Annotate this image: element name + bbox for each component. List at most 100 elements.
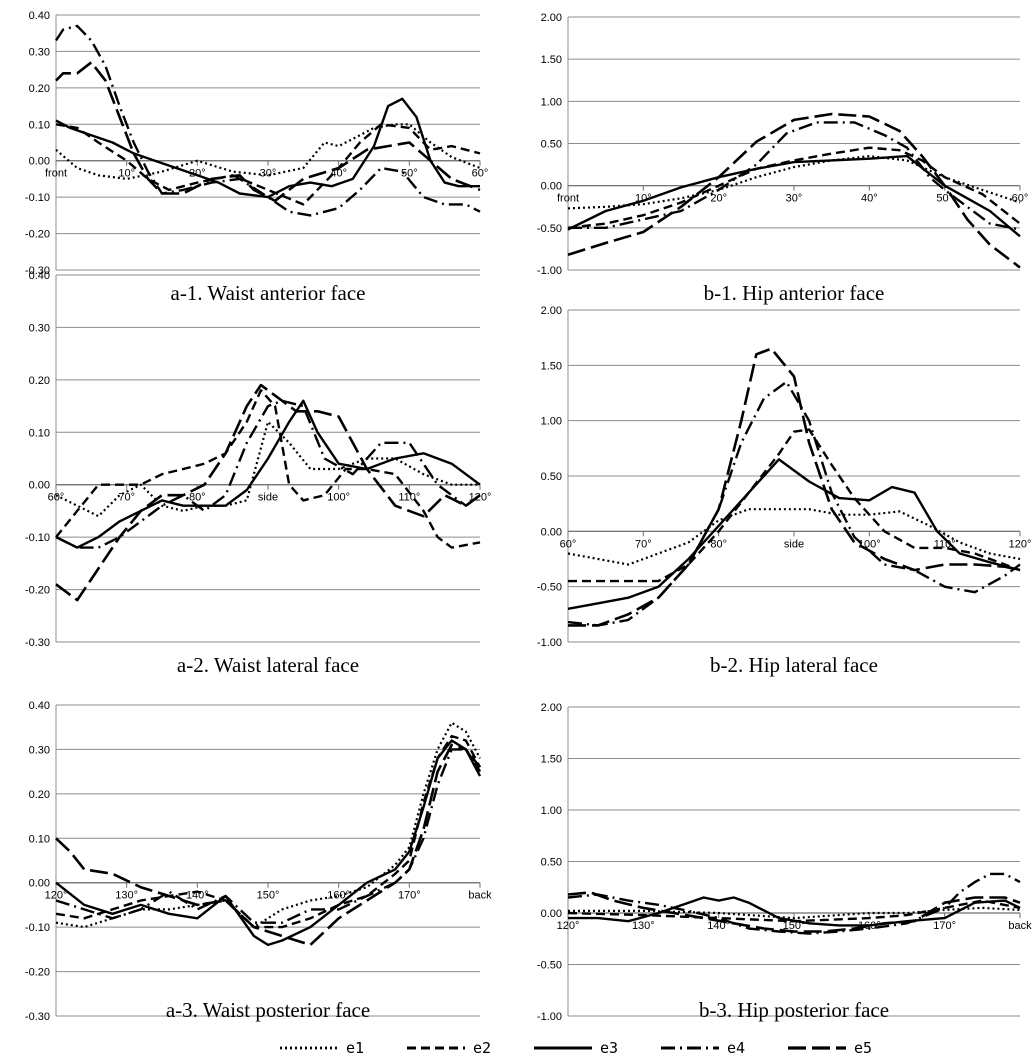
- y-tick-label: -1.00: [537, 265, 562, 277]
- y-tick-label: 2.00: [541, 12, 562, 24]
- y-tick-label: -0.20: [25, 967, 50, 979]
- x-tick-label: 30°: [786, 193, 803, 205]
- legend-label-e1: e1: [346, 1039, 364, 1057]
- x-tick-label: 50°: [401, 168, 418, 180]
- y-tick-label: 0.30: [29, 322, 50, 334]
- y-tick-label: -1.00: [537, 1011, 562, 1023]
- y-tick-label: -1.00: [537, 637, 562, 649]
- y-tick-label: 0.20: [29, 83, 50, 95]
- x-tick-label: 170°: [933, 920, 956, 932]
- x-tick-label: 50°: [936, 193, 953, 205]
- y-tick-label: -0.10: [25, 532, 50, 544]
- series-line-e4: [55, 748, 481, 924]
- chart-panel-4: 2.00 1.50 1.00 0.50 0.00 -0.50 -1.00 60° 70° 80° s…: [537, 305, 1031, 677]
- x-tick-label: side: [258, 492, 278, 504]
- y-tick-label: -0.20: [25, 585, 50, 597]
- panel-caption: b-1. Hip anterior face: [704, 281, 885, 305]
- series-line-e3: [55, 739, 482, 947]
- x-tick-label: 150°: [257, 890, 280, 902]
- y-tick-label: 0.20: [29, 375, 50, 387]
- y-tick-label: -0.30: [25, 637, 50, 649]
- y-tick-label: 1.00: [541, 416, 562, 428]
- series-line-e2: [55, 123, 481, 206]
- x-tick-label: 100°: [858, 538, 881, 550]
- y-tick-label: 2.00: [541, 305, 562, 317]
- series-line-e1: [55, 721, 481, 929]
- x-tick-label: 70°: [118, 492, 135, 504]
- x-tick-label: 160°: [327, 890, 350, 902]
- y-tick-label: 0.10: [29, 427, 50, 439]
- x-tick-label: 60°: [1012, 193, 1029, 205]
- series-line-e4: [567, 380, 1021, 627]
- panel-caption: b-2. Hip lateral face: [710, 653, 878, 677]
- x-tick-label: 60°: [560, 538, 577, 550]
- legend-label-e2: e2: [473, 1039, 491, 1057]
- y-tick-label: 0.10: [29, 119, 50, 131]
- series-line-e5: [55, 743, 482, 947]
- series-line-e2: [55, 389, 481, 549]
- series-line-e2: [567, 899, 1021, 923]
- y-tick-label: 0.40: [29, 270, 50, 282]
- x-tick-label: front: [45, 168, 67, 180]
- y-tick-label: 0.00: [541, 908, 562, 920]
- y-tick-label: -0.30: [25, 1011, 50, 1023]
- x-tick-label: 10°: [118, 168, 135, 180]
- chart-panel-3: 0.40 0.30 0.20 0.10 0.00 -0.10 -0.20 -0.30 60° 70…: [25, 270, 491, 677]
- y-tick-label: 0.20: [29, 789, 50, 801]
- legend-label-e5: e5: [854, 1039, 872, 1057]
- x-tick-label: 140°: [186, 890, 209, 902]
- panel-caption: a-1. Waist anterior face: [171, 281, 366, 305]
- series-line-e5: [568, 347, 1021, 627]
- y-tick-label: 0.00: [541, 181, 562, 193]
- legend-label-e4: e4: [727, 1039, 745, 1057]
- chart-panel-5: 0.40 0.30 0.20 0.10 0.00 -0.10 -0.20 -0.30 120° 1…: [25, 700, 492, 1023]
- x-tick-label: 40°: [861, 193, 878, 205]
- y-tick-label: 0.50: [541, 471, 562, 483]
- series-line-e5: [55, 383, 481, 602]
- y-tick-label: -0.50: [537, 582, 562, 594]
- series-line-e3: [55, 399, 481, 549]
- x-tick-label: 80°: [710, 538, 727, 550]
- legend: e1 e2 e3 e4 e5: [280, 1039, 872, 1057]
- series-line-e2: [568, 428, 1021, 583]
- series-line-e5: [55, 61, 481, 203]
- y-tick-label: 0.50: [541, 857, 562, 869]
- y-tick-label: 0.00: [29, 480, 50, 492]
- x-tick-label: back: [1008, 920, 1032, 932]
- series-line-e3: [567, 154, 1021, 238]
- y-tick-label: 0.00: [541, 526, 562, 538]
- y-tick-label: 1.00: [541, 96, 562, 108]
- series-line-e1: [567, 508, 1021, 566]
- x-tick-label: 130°: [115, 890, 138, 902]
- y-tick-label: -0.50: [537, 960, 562, 972]
- y-tick-label: 0.00: [29, 156, 50, 168]
- x-tick-label: 70°: [635, 538, 652, 550]
- y-tick-label: -0.20: [25, 229, 50, 241]
- panel-caption: b-3. Hip posterior face: [699, 998, 889, 1022]
- y-tick-label: 1.50: [541, 754, 562, 766]
- series-line-e4: [568, 121, 1021, 231]
- x-tick-label: 170°: [398, 890, 421, 902]
- y-tick-label: 1.50: [541, 360, 562, 372]
- y-tick-label: -0.50: [537, 223, 562, 235]
- series-line-e3: [568, 896, 1021, 927]
- x-tick-label: side: [784, 538, 804, 550]
- y-tick-label: 0.00: [29, 878, 50, 890]
- series-line-e4: [54, 24, 481, 217]
- x-tick-label: 120°: [1009, 538, 1032, 550]
- y-tick-label: 0.30: [29, 744, 50, 756]
- x-tick-label: 150°: [783, 920, 806, 932]
- y-tick-label: 0.50: [541, 139, 562, 151]
- series-line-e4: [55, 399, 481, 549]
- y-tick-label: 2.00: [541, 702, 562, 714]
- panel-caption: a-2. Waist lateral face: [177, 653, 359, 677]
- series-line-e3: [55, 97, 480, 199]
- x-tick-label: front: [557, 193, 579, 205]
- series-line-e5: [567, 891, 1021, 933]
- chart-panel-1: 0.40 0.30 0.20 0.10 0.00 -0.10 -0.20 -0.30 front…: [25, 10, 488, 305]
- x-tick-label: 120°: [557, 920, 580, 932]
- x-tick-label: 30°: [260, 168, 277, 180]
